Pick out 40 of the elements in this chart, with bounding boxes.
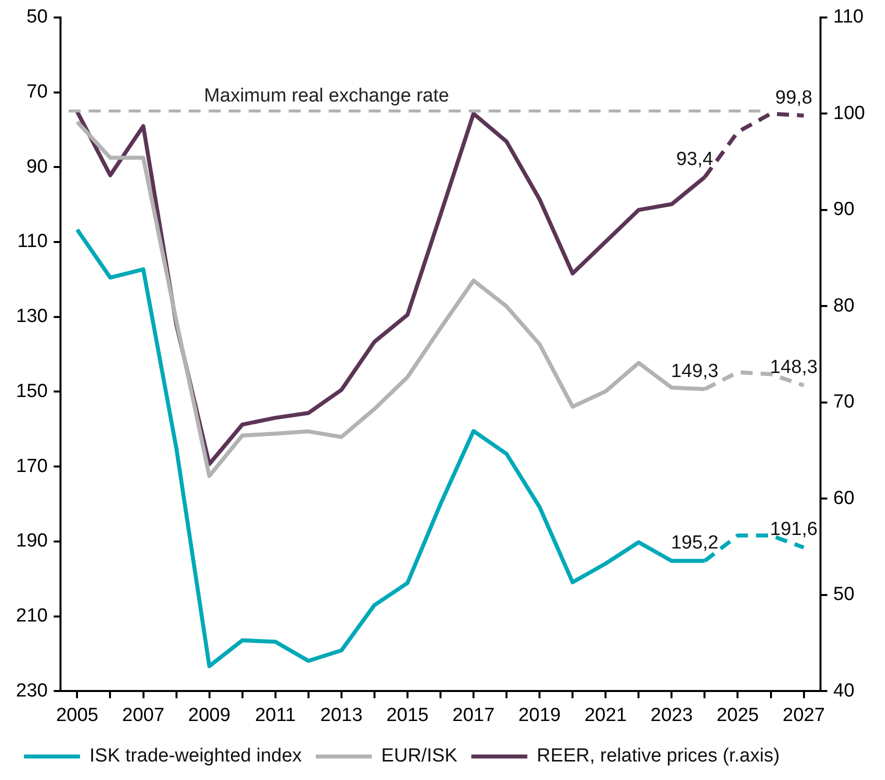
y-tick-label: 170 — [16, 456, 48, 477]
x-tick-label: 2009 — [188, 704, 230, 726]
y2-tick-label: 50 — [833, 584, 854, 606]
x-tick-label: 2013 — [320, 704, 363, 726]
data-label: 149,3 — [670, 360, 718, 382]
y-tick-label: 150 — [16, 380, 48, 402]
y-tick-label: 50 — [26, 6, 48, 28]
y2-tick-label: 60 — [833, 488, 854, 509]
y-tick-label: 210 — [16, 606, 48, 627]
x-tick-label: 2023 — [650, 704, 693, 726]
x-tick-label: 2011 — [254, 704, 296, 726]
x-tick-label: 2017 — [452, 704, 495, 726]
y2-tick-label: 100 — [833, 102, 865, 124]
x-tick-label: 2021 — [584, 704, 627, 726]
x-tick-label: 2027 — [782, 704, 825, 726]
y-tick-label: 130 — [16, 306, 48, 328]
x-tick-label: 2007 — [122, 704, 164, 726]
y-tick-label: 90 — [26, 156, 48, 178]
data-label: 148,3 — [770, 357, 818, 378]
y2-tick-label: 110 — [833, 6, 864, 28]
y2-tick-label: 40 — [833, 680, 854, 702]
legend-label: EUR/ISK — [381, 746, 458, 767]
x-tick-label: 2005 — [56, 704, 98, 726]
x-tick-label: 2025 — [716, 704, 759, 726]
x-tick-label: 2019 — [518, 704, 561, 726]
y2-tick-label: 90 — [833, 199, 854, 220]
y-tick-label: 70 — [26, 82, 48, 102]
data-label: 195,2 — [670, 532, 718, 554]
y2-tick-label: 80 — [833, 295, 854, 316]
ref-line-label: Maximum real exchange rate — [204, 86, 450, 107]
data-label: 99,8 — [775, 87, 812, 108]
data-label: 191,6 — [770, 519, 818, 540]
data-label: 93,4 — [676, 148, 714, 170]
y2-tick-label: 70 — [833, 392, 854, 413]
legend-label: ISK trade-weighted index — [90, 746, 302, 767]
y-tick-label: 230 — [16, 680, 48, 702]
x-tick-label: 2015 — [386, 704, 429, 726]
y-tick-label: 190 — [16, 530, 48, 552]
y-tick-label: 110 — [17, 231, 48, 252]
legend-label: REER, relative prices (r.axis) — [536, 746, 780, 767]
